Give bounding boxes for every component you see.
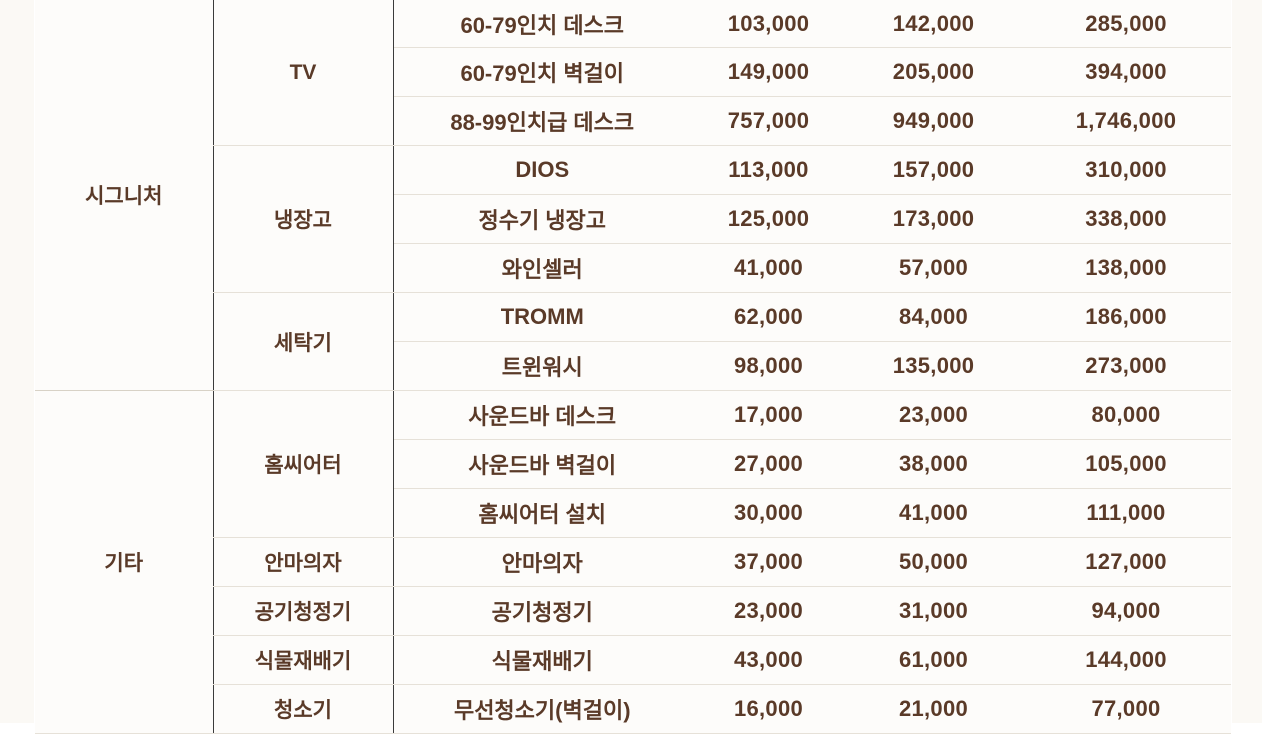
item-cell: 공기청정기 xyxy=(393,586,691,636)
item-cell: 사운드바 벽걸이 xyxy=(393,439,691,489)
price-cell-1: 125,000 xyxy=(691,194,846,244)
price-cell-2: 142,000 xyxy=(846,0,1021,48)
table-row: 시그니처 TV 60-79인치 데스크 103,000 142,000 285,… xyxy=(35,0,1231,391)
price-cell-3: 127,000 xyxy=(1021,537,1231,587)
group-cell: 청소기 xyxy=(212,684,394,734)
group-cell: TV xyxy=(212,0,394,146)
price-cell-2: 949,000 xyxy=(846,96,1021,146)
price-cell-3: 394,000 xyxy=(1021,47,1231,97)
price-cell-3: 111,000 xyxy=(1021,488,1231,538)
price-cell-2: 23,000 xyxy=(846,390,1021,440)
item-cell: 88-99인치급 데스크 xyxy=(393,96,691,146)
price-cell-1: 41,000 xyxy=(691,243,846,293)
price-cell-1: 113,000 xyxy=(691,145,846,195)
price-cell-2: 173,000 xyxy=(846,194,1021,244)
price-cell-1: 16,000 xyxy=(691,684,846,734)
price-cell-1: 17,000 xyxy=(691,390,846,440)
group-cell: 냉장고 xyxy=(212,145,394,293)
price-cell-3: 338,000 xyxy=(1021,194,1231,244)
price-cell-2: 61,000 xyxy=(846,635,1021,685)
price-cell-3: 273,000 xyxy=(1021,341,1231,391)
group-cell: 홈씨어터 xyxy=(212,390,394,538)
item-cell: 60-79인치 데스크 xyxy=(393,0,691,48)
item-cell: 정수기 냉장고 xyxy=(393,194,691,244)
price-cell-3: 105,000 xyxy=(1021,439,1231,489)
price-cell-3: 138,000 xyxy=(1021,243,1231,293)
category-cell: 시그니처 xyxy=(35,0,213,391)
group-cell: 식물재배기 xyxy=(212,635,394,685)
price-cell-2: 38,000 xyxy=(846,439,1021,489)
table-row: 88-99인치급 데스크 757,000 949,000 1,746,000 xyxy=(35,96,1231,146)
item-cell: 무선청소기(벽걸이) xyxy=(393,684,691,734)
table-row: 60-79인치 벽걸이 149,000 205,000 394,000 xyxy=(35,47,1231,97)
table-row: 기타 홈씨어터 사운드바 데스크 17,000 23,000 80,000 xyxy=(35,390,1231,734)
price-cell-3: 94,000 xyxy=(1021,586,1231,636)
item-cell: 사운드바 데스크 xyxy=(393,390,691,440)
price-cell-2: 157,000 xyxy=(846,145,1021,195)
price-cell-3: 144,000 xyxy=(1021,635,1231,685)
price-cell-3: 285,000 xyxy=(1021,0,1231,48)
category-cell: 기타 xyxy=(35,390,213,734)
table-row: 세탁기 TROMM 62,000 84,000 186,000 xyxy=(35,292,1231,391)
table-row: 청소기 무선청소기(벽걸이) 16,000 21,000 77,000 xyxy=(35,684,1231,734)
price-cell-2: 57,000 xyxy=(846,243,1021,293)
price-cell-3: 186,000 xyxy=(1021,292,1231,342)
price-cell-1: 62,000 xyxy=(691,292,846,342)
price-cell-2: 21,000 xyxy=(846,684,1021,734)
price-cell-2: 205,000 xyxy=(846,47,1021,97)
price-cell-3: 80,000 xyxy=(1021,390,1231,440)
price-cell-1: 103,000 xyxy=(691,0,846,48)
price-cell-2: 50,000 xyxy=(846,537,1021,587)
table-row: 정수기 냉장고 125,000 173,000 338,000 xyxy=(35,194,1231,244)
table-row: 홈씨어터 설치 30,000 41,000 111,000 xyxy=(35,488,1231,538)
price-cell-1: 27,000 xyxy=(691,439,846,489)
item-cell: 와인셀러 xyxy=(393,243,691,293)
table-row: 냉장고 DIOS 113,000 157,000 310,000 xyxy=(35,145,1231,293)
price-cell-2: 135,000 xyxy=(846,341,1021,391)
table-row: 식물재배기 식물재배기 43,000 61,000 144,000 xyxy=(35,635,1231,685)
group-cell: 공기청정기 xyxy=(212,586,394,636)
item-cell: 60-79인치 벽걸이 xyxy=(393,47,691,97)
price-cell-1: 30,000 xyxy=(691,488,846,538)
table-row: 와인셀러 41,000 57,000 138,000 xyxy=(35,243,1231,293)
table-row: 트윈워시 98,000 135,000 273,000 xyxy=(35,341,1231,391)
price-cell-1: 757,000 xyxy=(691,96,846,146)
item-cell: DIOS xyxy=(393,145,691,195)
left-margin xyxy=(0,0,34,723)
price-cell-2: 41,000 xyxy=(846,488,1021,538)
price-cell-1: 43,000 xyxy=(691,635,846,685)
table-row: 공기청정기 공기청정기 23,000 31,000 94,000 xyxy=(35,586,1231,636)
price-cell-1: 23,000 xyxy=(691,586,846,636)
table-row: 사운드바 벽걸이 27,000 38,000 105,000 xyxy=(35,439,1231,489)
price-cell-1: 37,000 xyxy=(691,537,846,587)
item-cell: TROMM xyxy=(393,292,691,342)
price-cell-2: 31,000 xyxy=(846,586,1021,636)
price-cell-3: 77,000 xyxy=(1021,684,1231,734)
right-margin xyxy=(1232,0,1262,723)
item-cell: 트윈워시 xyxy=(393,341,691,391)
item-cell: 홈씨어터 설치 xyxy=(393,488,691,538)
group-cell: 세탁기 xyxy=(212,292,394,391)
table-row: 안마의자 안마의자 37,000 50,000 127,000 xyxy=(35,537,1231,587)
price-cell-3: 1,746,000 xyxy=(1021,96,1231,146)
price-cell-1: 149,000 xyxy=(691,47,846,97)
price-cell-1: 98,000 xyxy=(691,341,846,391)
price-cell-3: 310,000 xyxy=(1021,145,1231,195)
group-cell: 안마의자 xyxy=(212,537,394,587)
price-table: 시그니처 TV 60-79인치 데스크 103,000 142,000 285,… xyxy=(35,0,1231,734)
price-cell-2: 84,000 xyxy=(846,292,1021,342)
item-cell: 안마의자 xyxy=(393,537,691,587)
item-cell: 식물재배기 xyxy=(393,635,691,685)
